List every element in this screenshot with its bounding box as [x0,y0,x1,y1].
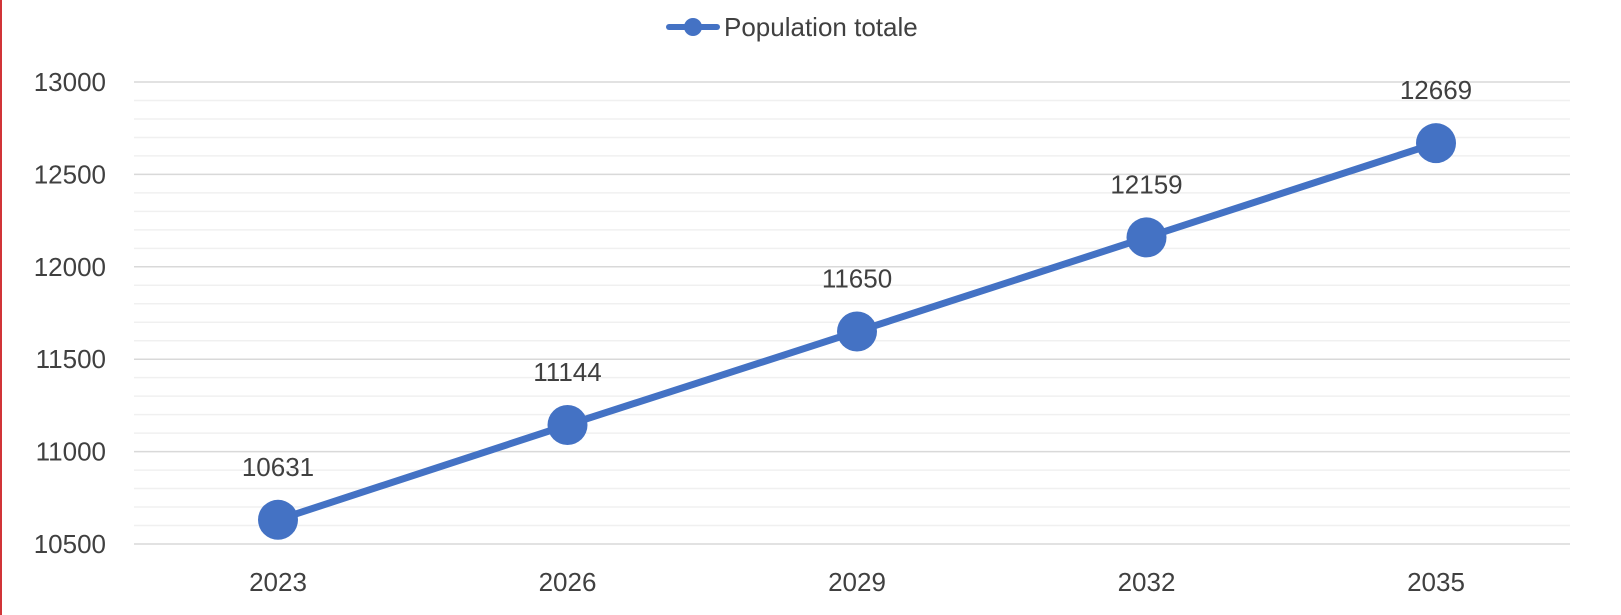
x-tick-label: 2035 [1407,567,1465,597]
x-axis-ticks: 2023 2026 2029 2032 2035 [249,567,1465,597]
x-tick-label: 2023 [249,567,307,597]
data-label: 11144 [533,357,601,387]
legend-label: Population totale [724,12,918,42]
y-tick-label: 12000 [34,252,106,282]
y-tick-label: 11000 [36,437,106,467]
x-tick-label: 2026 [539,567,597,597]
data-label: 11650 [822,263,892,293]
legend-marker-icon [664,10,722,44]
data-point [258,499,298,540]
data-point [547,404,588,445]
y-tick-label: 11500 [36,344,106,374]
data-point [1126,217,1167,258]
data-point [837,311,877,352]
y-axis-ticks: 10500 11000 11500 12000 12500 13000 [34,67,106,559]
legend-dot [684,18,702,36]
y-tick-label: 13000 [34,67,106,97]
x-tick-label: 2029 [828,567,886,597]
y-tick-label: 12500 [34,159,106,189]
data-labels: 10631 11144 11650 12159 12669 [242,75,1472,482]
data-point [1416,123,1456,164]
x-tick-label: 2032 [1118,567,1176,597]
data-label: 12669 [1400,75,1472,105]
major-gridlines [134,81,1570,545]
series-points [258,123,1456,540]
y-tick-label: 10500 [34,529,106,559]
data-label: 10631 [242,452,314,482]
data-label: 12159 [1110,169,1182,199]
legend: Population totale [664,10,918,44]
